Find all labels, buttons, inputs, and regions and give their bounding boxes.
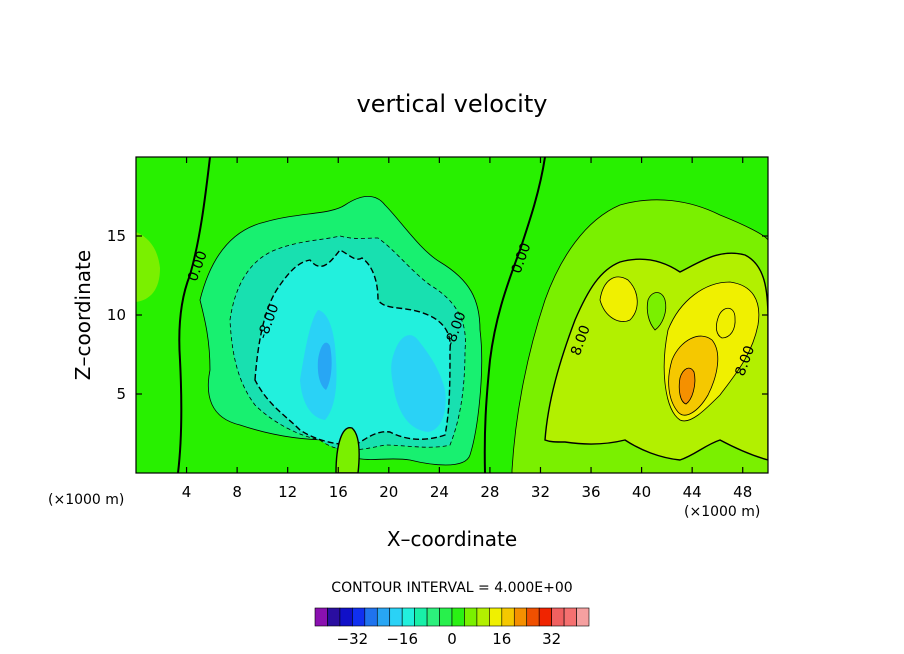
colorbar-tick-label: 32	[542, 630, 561, 648]
x-tick-label: 44	[683, 483, 702, 501]
x-axis-ticks: 4 8 12 16 20 24 28 32 36 40 44 48	[182, 157, 752, 501]
colorbar-swatch	[489, 607, 503, 627]
colorbar-swatch	[389, 607, 403, 627]
colorbar-swatch	[439, 607, 453, 627]
updraft-core-level-20	[678, 367, 696, 405]
colorbar-swatch	[576, 607, 590, 627]
x-tick-label: 32	[531, 483, 550, 501]
x-unit-left: (×1000 m)	[48, 492, 124, 508]
colorbar-tick-label: −32	[337, 630, 369, 648]
colorbar-swatch	[364, 607, 378, 627]
colorbar-swatch	[501, 607, 515, 627]
y-axis-ticks: 5 10 15	[107, 227, 768, 403]
x-tick-label: 36	[581, 483, 600, 501]
updraft-gap	[646, 292, 667, 331]
chart-title: vertical velocity	[357, 90, 548, 118]
y-axis-label: Z–coordinate	[71, 250, 95, 380]
colorbar-tick-label: 16	[492, 630, 511, 648]
downdraft-core-deep	[317, 342, 332, 390]
colorbar-tick-label: −16	[386, 630, 418, 648]
x-unit-right: (×1000 m)	[684, 504, 760, 520]
y-tick-label: 15	[107, 227, 126, 245]
left-edge-positive-region	[136, 232, 160, 302]
x-tick-label: 24	[430, 483, 449, 501]
colorbar-swatch	[352, 607, 366, 627]
x-tick-label: 8	[232, 483, 242, 501]
colorbar-swatch	[339, 607, 353, 627]
colorbar-swatch	[513, 607, 528, 627]
colorbar-swatch	[327, 607, 341, 627]
colorbar-swatch	[563, 607, 577, 627]
colorbar-swatch	[314, 607, 328, 627]
updraft-region-level-12	[599, 276, 638, 322]
x-tick-label: 12	[278, 483, 297, 501]
colorbar-swatch	[526, 607, 540, 627]
colorbar-tick-label: 0	[447, 630, 457, 648]
colorbar-swatch	[451, 607, 465, 627]
x-tick-label: 20	[379, 483, 398, 501]
colorbar-swatch	[538, 607, 552, 627]
colorbar-swatch	[401, 607, 415, 627]
y-tick-label: 10	[107, 306, 126, 324]
colorbar-swatch	[414, 607, 428, 627]
downdraft-core-right	[391, 335, 446, 432]
contour-field	[136, 157, 768, 473]
surface-perturbation	[335, 427, 360, 473]
x-tick-label: 16	[329, 483, 348, 501]
colorbar: −32 −16 0 16 32	[314, 607, 590, 648]
contour-interval-label: CONTOUR INTERVAL = 4.000E+00	[331, 580, 572, 596]
x-tick-label: 4	[182, 483, 192, 501]
y-tick-label: 5	[116, 385, 126, 403]
zero-contour-left	[177, 157, 211, 473]
colorbar-swatch	[426, 607, 440, 627]
colorbar-swatch	[376, 607, 391, 627]
x-axis-label: X–coordinate	[387, 527, 517, 551]
x-tick-label: 48	[733, 483, 752, 501]
zero-contour-center	[483, 157, 546, 473]
updraft-secondary-core	[715, 307, 736, 339]
colorbar-swatch	[476, 607, 490, 627]
colorbar-swatch	[464, 607, 478, 627]
colorbar-swatch	[551, 607, 565, 627]
x-tick-label: 40	[632, 483, 651, 501]
x-tick-label: 28	[480, 483, 499, 501]
